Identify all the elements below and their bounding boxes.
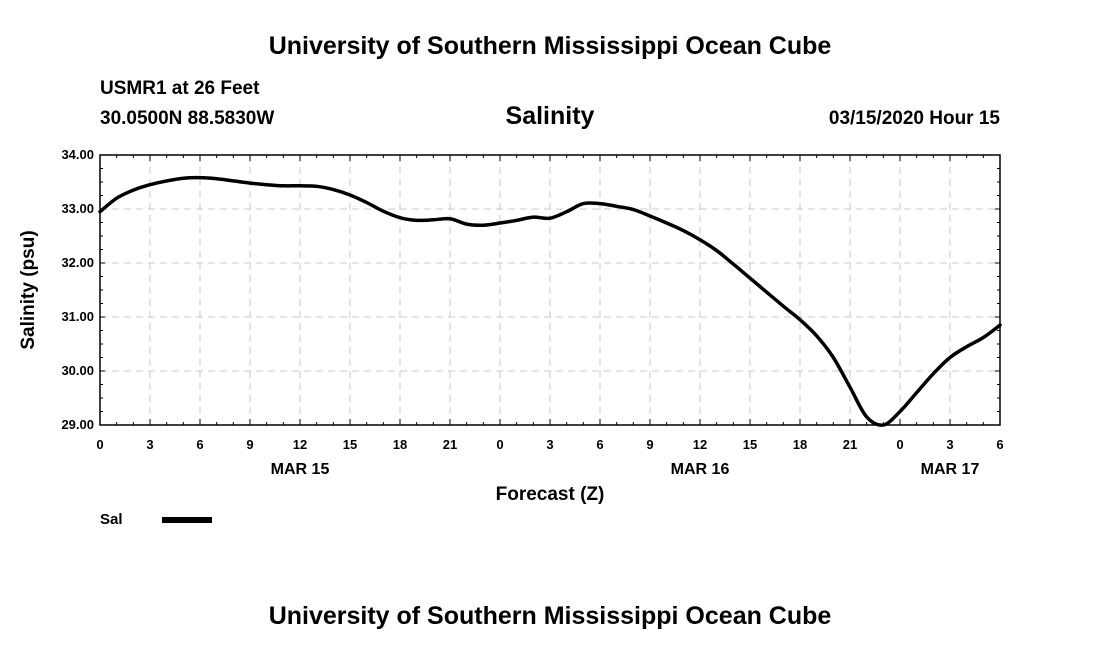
x-tick-label: 21 <box>843 437 857 452</box>
x-tick-label: 6 <box>996 437 1003 452</box>
series-line-salinity <box>98 175 1002 427</box>
chart-title: Salinity <box>506 102 595 130</box>
x-tick-label: 18 <box>793 437 807 452</box>
x-tick-label: 6 <box>196 437 203 452</box>
x-tick-label: 0 <box>896 437 903 452</box>
y-tick-label: 29.00 <box>61 417 94 432</box>
forecast-timestamp: 03/15/2020 Hour 15 <box>829 108 1001 129</box>
grid-lines <box>100 155 1000 425</box>
y-tick-label: 30.00 <box>61 363 94 378</box>
y-tick-label: 32.00 <box>61 255 94 270</box>
date-label: MAR 15 <box>271 461 330 478</box>
x-tick-label: 9 <box>246 437 253 452</box>
x-tick-label: 12 <box>693 437 707 452</box>
date-label: MAR 16 <box>671 461 730 478</box>
x-tick-label: 12 <box>293 437 307 452</box>
x-tick-label: 21 <box>443 437 457 452</box>
x-tick-label: 9 <box>646 437 653 452</box>
station-label: USMR1 at 26 Feet <box>100 78 260 99</box>
station-coordinates: 30.0500N 88.5830W <box>100 108 274 129</box>
y-axis-title: Salinity (psu) <box>18 230 39 349</box>
legend-label-sal: Sal <box>100 511 123 528</box>
x-tick-label: 3 <box>946 437 953 452</box>
y-tick-label: 33.00 <box>61 201 94 216</box>
x-tick-label: 15 <box>743 437 757 452</box>
footer-title: University of Southern Mississippi Ocean… <box>269 602 832 630</box>
x-tick-label: 6 <box>596 437 603 452</box>
x-tick-label: 3 <box>546 437 553 452</box>
y-axis-tick-labels: 34.00 33.00 32.00 31.00 30.00 29.00 <box>61 147 94 432</box>
x-tick-label: 18 <box>393 437 407 452</box>
x-axis-tick-labels: 0 3 6 9 12 15 18 21 0 3 6 9 12 15 18 21 0 3 6 <box>96 437 1003 452</box>
date-label: MAR 17 <box>921 461 980 478</box>
legend: Sal <box>100 511 212 528</box>
y-tick-label: 34.00 <box>61 147 94 162</box>
x-tick-label: 0 <box>96 437 103 452</box>
page-title: University of Southern Mississippi Ocean… <box>269 32 832 60</box>
plot-frame <box>99 154 1001 426</box>
x-axis-title: Forecast (Z) <box>496 484 605 505</box>
x-tick-label: 3 <box>146 437 153 452</box>
y-tick-label: 31.00 <box>61 309 94 324</box>
x-axis-date-labels: MAR 15 MAR 16 MAR 17 <box>271 461 980 478</box>
x-tick-label: 0 <box>496 437 503 452</box>
x-tick-label: 15 <box>343 437 357 452</box>
